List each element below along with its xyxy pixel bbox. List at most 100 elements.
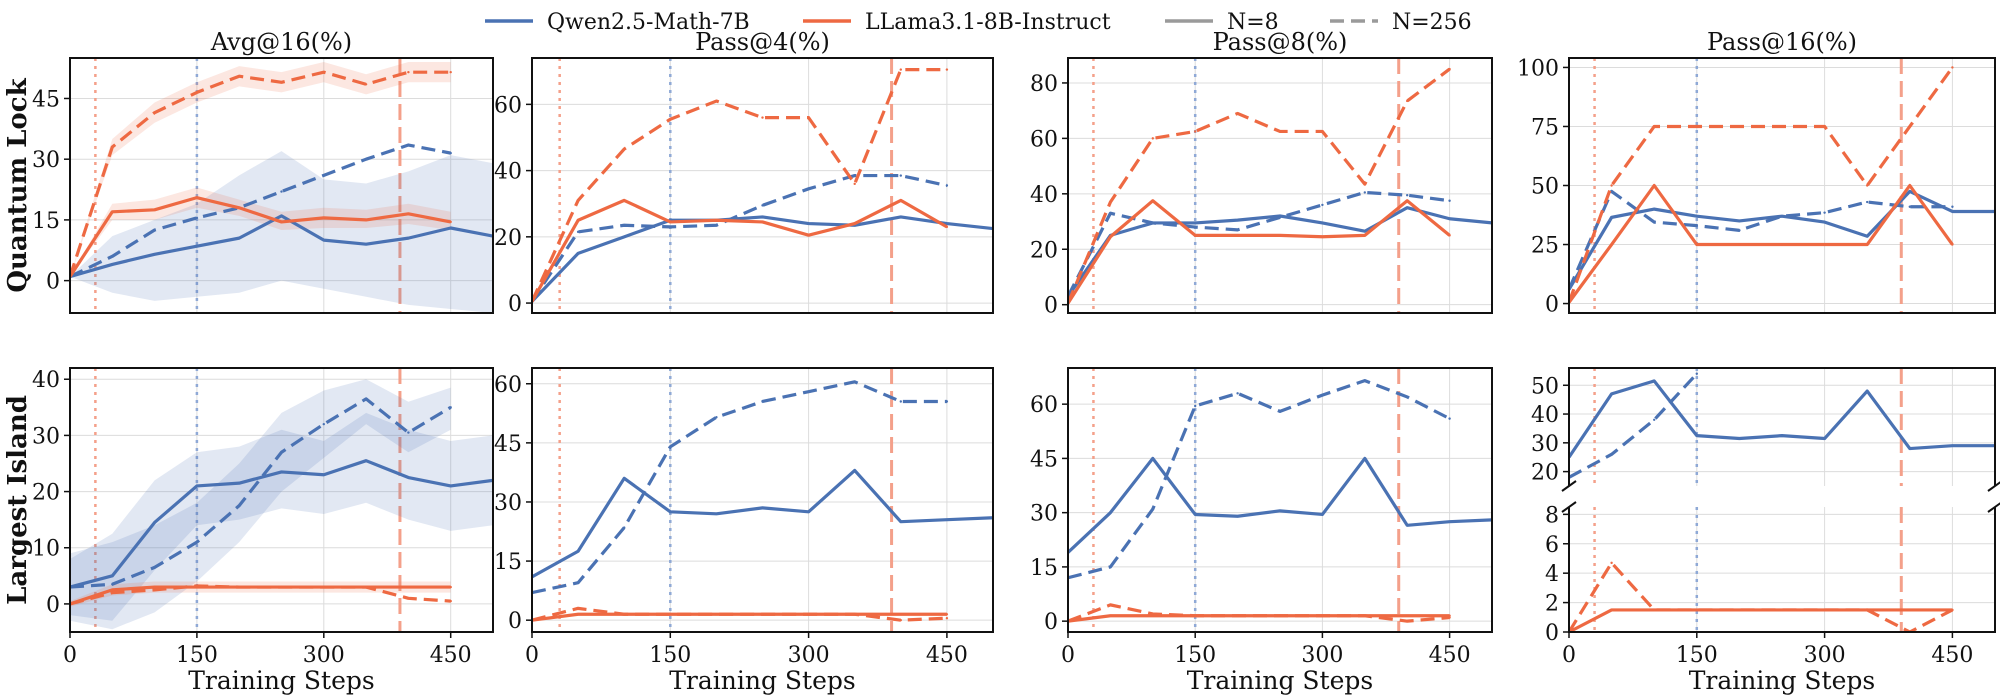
data-point-qwen-n8 (1151, 457, 1155, 460)
gridlines-upper (1568, 368, 1995, 486)
data-point-llama-n256 (1866, 608, 1869, 612)
data-point-qwen-n8 (715, 512, 718, 515)
data-point-qwen-n256 (153, 566, 156, 569)
data-point-qwen-n8 (1321, 513, 1324, 516)
data-point-llama-n8 (407, 212, 410, 216)
series-line-llama-n256 (1569, 516, 1952, 530)
data-point-llama-n8 (1951, 243, 1954, 246)
data-point-qwen-n8 (1236, 218, 1239, 222)
data-point-qwen-n256 (1194, 404, 1197, 408)
band-qwen-n8 (70, 412, 493, 621)
panel-title: Pass@8(%) (1213, 28, 1348, 56)
plot-area (1068, 58, 1492, 313)
data-point-qwen-n8 (1780, 434, 1784, 437)
ytick-label: 8 (1545, 503, 1559, 528)
data-point-qwen-n8 (761, 215, 764, 219)
ytick-label: 60 (494, 373, 522, 398)
xtick-label: 450 (926, 643, 968, 668)
data-point-qwen-n256 (1151, 507, 1155, 511)
data-point-qwen-n256 (1194, 225, 1197, 229)
ytick-label: 0 (46, 593, 60, 618)
data-point-llama-n8 (111, 588, 114, 592)
series-line-llama-n256 (1068, 603, 1450, 623)
data-point-qwen-n8 (1321, 221, 1324, 225)
data-point-llama-n8 (195, 196, 199, 199)
data-point-llama-n8 (669, 220, 672, 224)
data-point-qwen-n256 (1695, 224, 1699, 227)
data-point-llama-n8 (1321, 235, 1324, 238)
data-point-qwen-n256 (1363, 379, 1367, 382)
series-line-qwen-n8 (1068, 456, 1492, 554)
band-qwen-n8 (70, 151, 493, 313)
data-point-llama-n256 (238, 585, 241, 589)
ytick-label: 0 (1044, 610, 1058, 635)
ytick-label: 40 (1531, 403, 1559, 428)
series-line-llama-n8 (532, 198, 948, 303)
data-point-llama-n8 (1738, 524, 1740, 526)
axes-frame (69, 367, 494, 633)
data-point-llama-n256 (322, 585, 325, 589)
series-line-qwen-n8 (1569, 379, 1995, 459)
data-point-qwen-n8 (1406, 206, 1409, 209)
panel-r0-c1: 0 20 40 60 Pass@4(%) (494, 28, 994, 317)
data-point-llama-n256 (1738, 125, 1741, 128)
data-point-llama-n8 (1909, 524, 1911, 526)
data-point-llama-n256 (1151, 137, 1155, 140)
data-point-qwen-n8 (153, 253, 156, 256)
ytick-label: 2 (1545, 592, 1559, 617)
data-point-qwen-n256 (1610, 190, 1613, 193)
data-point-llama-n256 (715, 99, 718, 103)
ytick-label: 80 (1030, 72, 1058, 97)
ytick-label: 60 (494, 93, 522, 118)
data-point-qwen-n8 (1781, 153, 1783, 155)
data-point-qwen-n8 (195, 245, 199, 248)
ytick-label: 10 (32, 537, 60, 562)
data-point-qwen-n8 (1738, 168, 1740, 170)
data-point-llama-n8 (1780, 243, 1784, 246)
xtick-label: 450 (430, 643, 472, 668)
data-point-llama-n256 (1406, 619, 1409, 623)
ytick-label: 45 (1030, 447, 1058, 472)
axes-frame (531, 57, 994, 314)
data-point-qwen-n256 (1951, 205, 1954, 208)
data-point-llama-n256 (1194, 130, 1197, 133)
data-point-qwen-n8 (1194, 221, 1197, 225)
data-point-llama-n256 (1278, 614, 1282, 617)
data-point-qwen-n8 (1738, 437, 1741, 440)
ytick-label: 15 (494, 550, 522, 575)
data-point-qwen-n256 (1610, 453, 1613, 456)
data-point-llama-n256 (153, 111, 156, 114)
data-point-qwen-n256 (853, 174, 856, 177)
data-point-llama-n256 (1951, 608, 1954, 612)
data-point-llama-n8 (1653, 524, 1655, 526)
ytick-label: 0 (508, 609, 522, 634)
data-point-qwen-n256 (715, 416, 718, 419)
data-point-llama-n256 (853, 182, 856, 186)
ytick-label: 60 (1030, 127, 1058, 152)
xtick-label: 450 (1429, 643, 1471, 668)
data-point-qwen-n8 (945, 222, 949, 225)
data-point-llama-n8 (1653, 184, 1656, 187)
data-point-llama-n8 (576, 613, 580, 616)
ytick-label: 100 (1517, 56, 1559, 81)
data-point-qwen-n8 (195, 484, 199, 488)
data-point-llama-n8 (153, 585, 156, 589)
ytick-label: 30 (32, 424, 60, 449)
data-point-llama-n256 (449, 70, 452, 74)
plot-area (1569, 153, 1954, 632)
data-point-llama-n8 (1406, 199, 1409, 202)
data-point-qwen-n256 (761, 400, 764, 403)
data-point-qwen-n256 (195, 540, 199, 544)
data-point-llama-n256 (945, 68, 949, 71)
data-point-qwen-n256 (715, 224, 718, 227)
data-point-llama-n8 (238, 206, 241, 209)
data-point-llama-n256 (153, 588, 156, 592)
data-point-qwen-n256 (1236, 228, 1239, 232)
data-point-qwen-n256 (1321, 393, 1324, 397)
x-axis-label: Training Steps (669, 666, 855, 695)
ytick-label: 30 (32, 148, 60, 173)
data-point-llama-n256 (576, 199, 580, 202)
data-point-llama-n256 (623, 613, 626, 616)
data-point-llama-n256 (1610, 561, 1613, 565)
